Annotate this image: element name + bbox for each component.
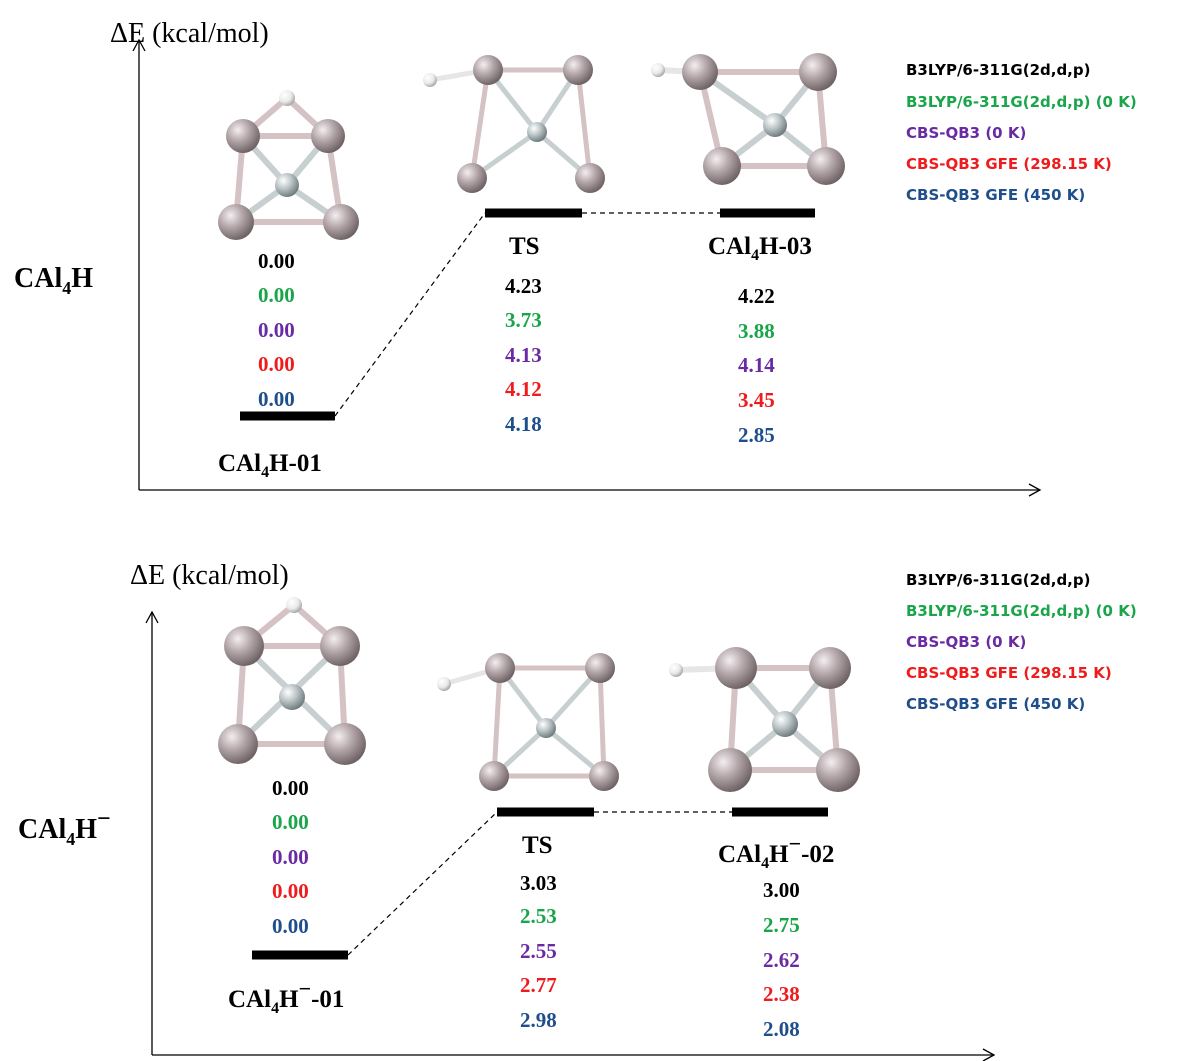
energy-value: 3.73 [505, 308, 542, 332]
legend-entry: B3LYP/6-311G(2d,d,p) [906, 571, 1090, 589]
values-ts: 3.03 2.53 2.55 2.77 2.98 [520, 871, 557, 1032]
panel-anion: ΔE (kcal/mol) CAl4H− B3LYP/6-311G(2d,d,p… [18, 560, 1137, 1061]
energy-value: 3.45 [738, 388, 775, 412]
state-label: CAl4H-01 [218, 450, 322, 481]
energy-value: 2.75 [763, 913, 800, 937]
values-min: 0.00 0.00 0.00 0.00 0.00 [272, 776, 309, 938]
molecule-structure [218, 597, 366, 765]
energy-value: 3.00 [763, 878, 800, 902]
values-min: 0.00 0.00 0.00 0.00 0.00 [258, 249, 295, 411]
molecule-structure [651, 53, 845, 185]
energy-value: 2.53 [520, 904, 557, 928]
legend-entry: CBS-QB3 (0 K) [906, 633, 1026, 651]
energy-value: 0.00 [272, 914, 309, 938]
legend-entry: CBS-QB3 GFE (298.15 K) [906, 664, 1112, 682]
legend-entry: B3LYP/6-311G(2d,d,p) (0 K) [906, 602, 1137, 620]
legend-entry: CBS-QB3 GFE (450 K) [906, 186, 1085, 204]
connector-line [347, 811, 498, 956]
energy-value: 2.55 [520, 939, 557, 963]
energy-value: 0.00 [258, 249, 295, 273]
molecule-structure [218, 90, 359, 240]
legend-entry: CBS-QB3 (0 K) [906, 124, 1026, 142]
state-label: CAl4H−-02 [718, 831, 834, 872]
molecule-structure [437, 653, 619, 791]
energy-value: 2.77 [520, 973, 557, 997]
state-label: TS [509, 233, 540, 260]
connector-line [334, 212, 486, 417]
energy-value: 0.00 [272, 845, 309, 869]
energy-value: 2.38 [763, 982, 800, 1006]
energy-value: 0.00 [272, 776, 309, 800]
energy-value: 2.08 [763, 1017, 800, 1041]
energy-value: 0.00 [258, 318, 295, 342]
energy-value: 4.23 [505, 274, 542, 298]
values-product: 4.22 3.88 4.14 3.45 2.85 [738, 284, 775, 447]
energy-value: 3.03 [520, 871, 557, 895]
axis-label: ΔE (kcal/mol) [130, 560, 289, 591]
energy-value: 4.18 [505, 412, 542, 436]
energy-value: 3.88 [738, 319, 775, 343]
energy-value: 2.62 [763, 948, 800, 972]
legend-entry: B3LYP/6-311G(2d,d,p) [906, 61, 1090, 79]
energy-value: 4.12 [505, 377, 542, 401]
state-label: TS [522, 832, 553, 859]
energy-value: 0.00 [272, 810, 309, 834]
species-label: CAl4H− [18, 806, 111, 849]
panel-neutral: ΔE (kcal/mol) CAl4H B3LYP/6-311G(2d,d,p)… [14, 18, 1137, 497]
state-label: CAl4H-03 [708, 233, 812, 264]
energy-value: 4.22 [738, 284, 775, 308]
energy-value: 4.14 [738, 353, 775, 377]
values-product: 3.00 2.75 2.62 2.38 2.08 [763, 878, 800, 1041]
legend: B3LYP/6-311G(2d,d,p) B3LYP/6-311G(2d,d,p… [906, 61, 1137, 204]
legend-entry: CBS-QB3 GFE (450 K) [906, 695, 1085, 713]
species-label: CAl4H [14, 263, 93, 298]
legend-entry: B3LYP/6-311G(2d,d,p) (0 K) [906, 93, 1137, 111]
energy-value: 0.00 [272, 879, 309, 903]
molecule-structure [669, 647, 860, 792]
state-label: CAl4H−-01 [228, 976, 344, 1017]
energy-value: 2.98 [520, 1008, 557, 1032]
molecule-structure [423, 55, 605, 193]
energy-value: 2.85 [738, 423, 775, 447]
values-ts: 4.23 3.73 4.13 4.12 4.18 [505, 274, 542, 436]
axis-label: ΔE (kcal/mol) [110, 18, 269, 49]
energy-value: 0.00 [258, 387, 295, 411]
energy-value: 4.13 [505, 343, 542, 367]
energy-value: 0.00 [258, 283, 295, 307]
legend-entry: CBS-QB3 GFE (298.15 K) [906, 155, 1112, 173]
energy-value: 0.00 [258, 352, 295, 376]
legend: B3LYP/6-311G(2d,d,p) B3LYP/6-311G(2d,d,p… [906, 571, 1137, 713]
